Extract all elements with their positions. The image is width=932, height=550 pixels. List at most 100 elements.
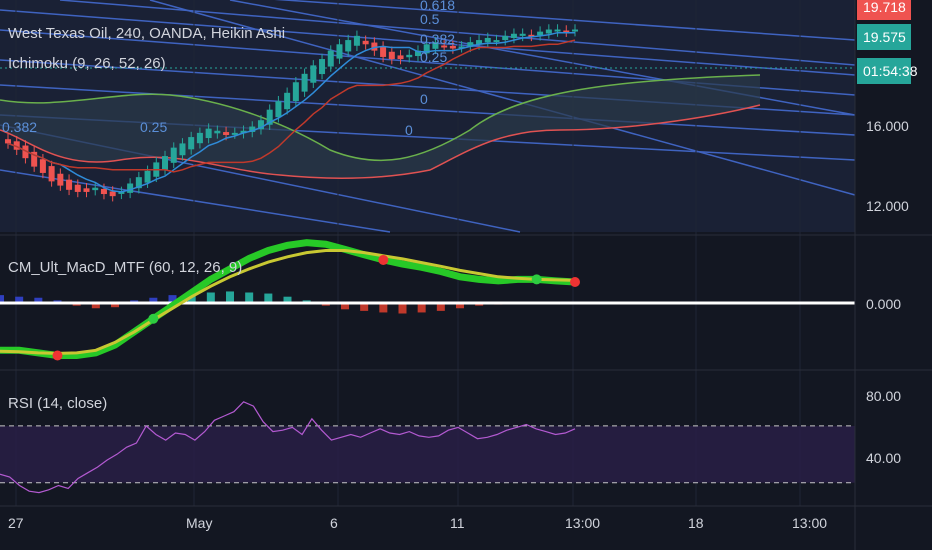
- candle-body: [205, 128, 212, 139]
- candle-body: [467, 42, 474, 47]
- macd-hist-bar: [436, 303, 445, 311]
- candle-body: [327, 50, 334, 67]
- macd-hist-bar: [417, 303, 426, 313]
- macd-hist-bar: [206, 292, 215, 303]
- macd-pane[interactable]: CM_Ult_MacD_MTF (60, 12, 26, 9): [0, 234, 932, 361]
- candle-body: [528, 34, 535, 37]
- candle-body: [414, 50, 421, 57]
- candle-body: [74, 184, 81, 192]
- candle-body: [127, 183, 134, 193]
- y-tick-label: 12.000: [866, 198, 909, 214]
- ichimoku-label: Ichimoku (9, 26, 52, 26): [8, 55, 166, 72]
- macd-hist-bar: [245, 292, 254, 303]
- y-tick-label: 40.00: [866, 450, 901, 466]
- fib-label: 0.618: [420, 0, 455, 13]
- macd-cross-dot: [570, 277, 580, 287]
- price-axis[interactable]: 12.000 16.000 0.000 80.00 40.00 19.718 19.575…: [854, 0, 918, 550]
- macd-cross-dot: [531, 274, 542, 285]
- signal-line: [0, 249, 577, 355]
- candle-body: [371, 42, 378, 51]
- macd-hist-bar: [398, 303, 407, 314]
- price-badge: [857, 24, 911, 50]
- candle-body: [571, 29, 579, 32]
- rsi-band: [0, 425, 855, 483]
- candle-body: [188, 137, 195, 150]
- macd-cross-dot: [148, 313, 159, 324]
- rsi-pane[interactable]: RSI (14, close): [0, 369, 932, 494]
- candle-body: [13, 141, 20, 150]
- candle-body: [196, 132, 203, 144]
- candle-body: [179, 143, 186, 156]
- candle-body: [144, 170, 151, 183]
- price-badges: 19.718 19.575 01:54:38: [857, 0, 918, 84]
- fib-label: 0: [420, 91, 428, 107]
- macd-label: CM_Ult_MacD_MTF (60, 12, 26, 9): [8, 259, 242, 276]
- rsi-line-group: [0, 401, 576, 494]
- macd-hist-bar: [149, 297, 158, 303]
- macd-cross-dot: [378, 254, 389, 265]
- rsi-label: RSI (14, close): [8, 395, 107, 412]
- senkou-a: [0, 74, 761, 162]
- price-badge: [857, 58, 911, 84]
- macd-hist-bar: [15, 296, 24, 303]
- y-tick-label: 80.00: [866, 388, 901, 404]
- candle-body: [493, 40, 500, 43]
- x-tick-label: May: [186, 515, 212, 531]
- candle-body: [345, 40, 352, 52]
- price-badge: [857, 0, 911, 20]
- candle-body: [397, 55, 404, 60]
- macd-hist-bar: [360, 303, 369, 311]
- macd-hist-bar: [379, 303, 388, 313]
- candle-body: [275, 101, 282, 118]
- kijun-line: [7, 39, 576, 173]
- candle-body: [432, 42, 439, 49]
- macd-hist-bar: [34, 297, 43, 303]
- macd-hist-bar: [168, 295, 177, 303]
- candle-body: [545, 29, 552, 34]
- time-axis[interactable]: 27 May 6 11 13:00 18 13:00: [0, 505, 932, 531]
- candle-body: [310, 65, 317, 83]
- candle-body: [292, 82, 299, 102]
- ichimoku-cloud: [0, 74, 761, 180]
- candle-body: [162, 156, 169, 170]
- candle-body: [240, 130, 247, 134]
- candle-body: [554, 29, 561, 32]
- x-tick-label: 13:00: [565, 515, 600, 531]
- candle-body: [92, 187, 99, 191]
- candle-body: [449, 45, 456, 49]
- fib-fan-line: [149, 0, 856, 196]
- fib-label: 0.5: [420, 11, 440, 27]
- macd-hist-bar: [283, 296, 292, 303]
- macd-hist-bar: [91, 303, 100, 309]
- fib-fan-line: [0, 9, 856, 76]
- macd-line: [0, 239, 579, 359]
- candle-body: [563, 30, 570, 33]
- rsi-line: [0, 401, 576, 494]
- candle-body: [388, 51, 395, 60]
- macd-hist-bar: [0, 295, 4, 303]
- candle-body: [266, 109, 273, 125]
- price-badge-text: 19.575: [863, 29, 906, 45]
- candle-body: [83, 188, 90, 192]
- candle-body: [22, 145, 29, 159]
- fib-label: 0.382: [2, 119, 37, 135]
- candle-body: [214, 130, 221, 134]
- senkou-b: [0, 104, 761, 180]
- candle-body: [257, 120, 264, 130]
- candle-body: [223, 132, 230, 135]
- candle-body: [353, 35, 360, 46]
- candle-body: [118, 191, 125, 194]
- candle-body: [519, 33, 526, 36]
- fib-label: 0: [405, 122, 413, 138]
- candle-body: [502, 35, 509, 41]
- x-tick-label: 6: [330, 515, 338, 531]
- macd-hist-bar: [226, 291, 234, 303]
- candle-body: [406, 54, 413, 58]
- price-title: West Texas Oil, 240, OANDA, Heikin Ashi: [8, 25, 285, 42]
- x-tick-label: 11: [450, 515, 465, 531]
- candle-body: [231, 132, 238, 135]
- candle-body: [135, 177, 142, 189]
